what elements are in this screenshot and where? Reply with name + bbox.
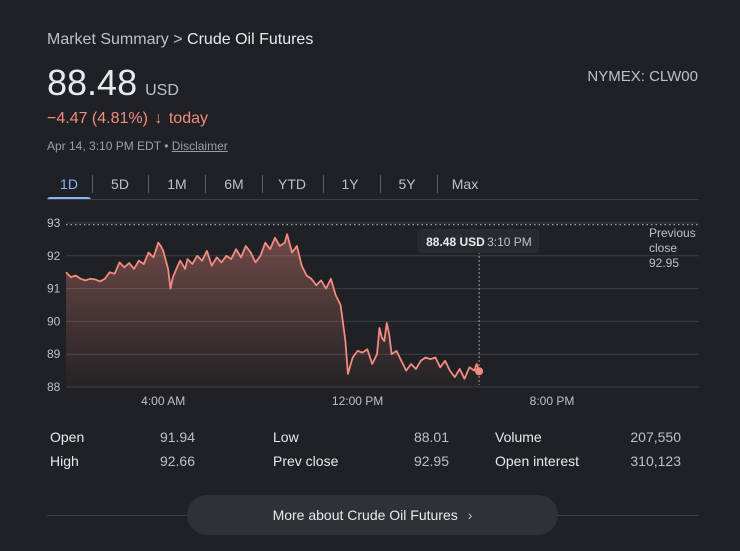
tooltip-time: 3:10 PM [487, 235, 532, 249]
tab-divider [92, 175, 93, 193]
tab-divider [148, 175, 149, 193]
stat-high: High 92.66 [50, 453, 195, 469]
y-tick-label: 92 [47, 249, 61, 263]
change-period: today [168, 110, 208, 127]
y-tick-label: 89 [47, 347, 61, 361]
stat-label: Low [273, 429, 299, 445]
previous-close-label: Previous [649, 226, 696, 240]
more-about-button[interactable]: More about Crude Oil Futures › [187, 495, 558, 535]
range-tabs: 1D 5D 1M 6M YTD 1Y 5Y Max [47, 170, 497, 200]
stat-value: 91.94 [159, 429, 195, 445]
more-about-label: More about Crude Oil Futures [272, 507, 458, 523]
stat-label: Prev close [273, 453, 339, 469]
tab-divider [437, 175, 438, 193]
stat-open-interest: Open interest 310,123 [495, 453, 681, 469]
stat-value: 207,550 [630, 429, 681, 445]
stat-prev-close: Prev close 92.95 [273, 453, 449, 469]
tab-divider [262, 175, 263, 193]
timestamp-separator: • [164, 139, 169, 153]
stat-open: Open 91.94 [50, 429, 195, 445]
timestamp-line: Apr 14, 3:10 PM EDT • Disclaimer [47, 139, 228, 153]
tab-5d[interactable]: 5D [111, 176, 129, 192]
y-tick-label: 93 [47, 216, 61, 230]
disclaimer-link[interactable]: Disclaimer [171, 139, 228, 153]
stat-label: High [50, 453, 79, 469]
breadcrumb-current: Crude Oil Futures [187, 31, 314, 48]
breadcrumb-separator: > [173, 31, 183, 48]
tab-1y[interactable]: 1Y [341, 176, 359, 192]
exchange-ticker: NYMEX: CLW00 [587, 68, 698, 85]
previous-close-label: close [649, 241, 677, 255]
tab-divider [205, 175, 206, 193]
chevron-right-icon: › [467, 507, 473, 523]
chart-tooltip: 88.48 USD 3:10 PM [417, 229, 540, 253]
price-block: 88.48 USD [47, 62, 179, 104]
price-currency: USD [145, 82, 179, 99]
price-change: −4.47 (4.81%) ↓ today [47, 110, 208, 128]
tab-divider [380, 175, 381, 193]
tooltip-price: 88.48 USD [426, 235, 485, 249]
price-chart[interactable]: 93 92 91 90 89 88 4:00 AM 12:00 PM 8:00 PM 88.48 … [0, 205, 740, 415]
tab-1m[interactable]: 1M [167, 176, 187, 192]
x-tick-label: 12:00 PM [332, 394, 383, 408]
stat-value: 92.66 [159, 453, 195, 469]
tab-6m[interactable]: 6M [224, 176, 244, 192]
tab-1d[interactable]: 1D [47, 170, 91, 200]
stat-value: 310,123 [630, 453, 681, 469]
price-line [65, 233, 480, 380]
stat-low: Low 88.01 [273, 429, 449, 445]
stat-volume: Volume 207,550 [495, 429, 681, 445]
tab-divider [323, 175, 324, 193]
x-tick-label: 8:00 PM [530, 394, 575, 408]
y-tick-label: 88 [47, 380, 61, 394]
change-value: −4.47 (4.81%) [47, 110, 148, 127]
stat-value: 88.01 [413, 429, 449, 445]
x-tick-label: 4:00 AM [141, 394, 185, 408]
current-price: 88.48 [47, 62, 138, 103]
breadcrumb: Market Summary > Crude Oil Futures [47, 31, 313, 49]
stat-label: Open [50, 429, 85, 445]
y-tick-label: 90 [47, 314, 61, 328]
stat-value: 92.95 [413, 453, 449, 469]
timestamp: Apr 14, 3:10 PM EDT [47, 139, 161, 153]
y-tick-label: 91 [47, 282, 61, 296]
current-price-dot [475, 367, 484, 376]
tabs-underline [47, 199, 699, 200]
tab-ytd[interactable]: YTD [278, 176, 306, 192]
tab-max[interactable]: Max [451, 176, 479, 192]
stat-label: Volume [495, 429, 542, 445]
previous-close-value: 92.95 [649, 256, 679, 270]
tab-5y[interactable]: 5Y [398, 176, 416, 192]
breadcrumb-parent-link[interactable]: Market Summary [47, 31, 169, 48]
price-area [66, 234, 480, 387]
arrow-down-icon: ↓ [154, 110, 163, 127]
stat-label: Open interest [495, 453, 580, 469]
